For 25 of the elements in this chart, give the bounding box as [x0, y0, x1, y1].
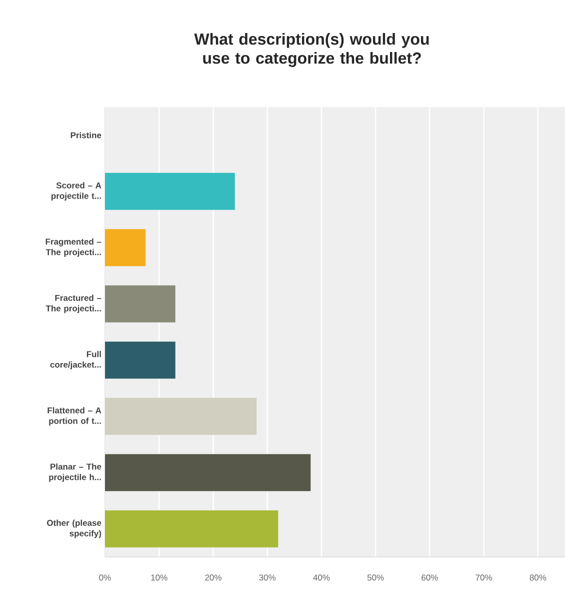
bar: [105, 454, 311, 492]
chart-title: What description(s) would you use to categorize the bullet?: [194, 33, 429, 67]
y-tick-label: Planar – The projectile h...: [49, 463, 102, 482]
y-tick-label: Pristine: [70, 132, 102, 138]
x-tick-label: 30%: [259, 574, 276, 581]
y-tick-label: Scored – A projectile t...: [51, 182, 102, 201]
x-tick-label: 10%: [151, 574, 168, 581]
x-tick-label: 60%: [422, 574, 438, 581]
bar: [105, 229, 146, 266]
y-tick-label: Fragmented – The projecti...: [46, 238, 102, 257]
bar: [105, 172, 235, 210]
bar: [105, 398, 257, 435]
y-tick-label: Other (please specify): [47, 520, 102, 538]
y-tick-label: Flattened – A portion of t...: [48, 407, 102, 426]
y-tick-label: Full core/jacket...: [50, 350, 101, 370]
bar: [105, 510, 278, 548]
x-tick-label: 20%: [205, 574, 222, 581]
x-tick-label: 50%: [367, 574, 384, 581]
y-tick-label: Fractured – The projecti...: [46, 294, 102, 314]
x-tick-label: 40%: [313, 574, 330, 581]
x-tick-label: 80%: [530, 574, 546, 581]
bar: [105, 285, 176, 322]
x-tick-label: 70%: [476, 574, 492, 581]
x-tick-label: 0%: [99, 574, 111, 581]
bar: [105, 342, 176, 379]
